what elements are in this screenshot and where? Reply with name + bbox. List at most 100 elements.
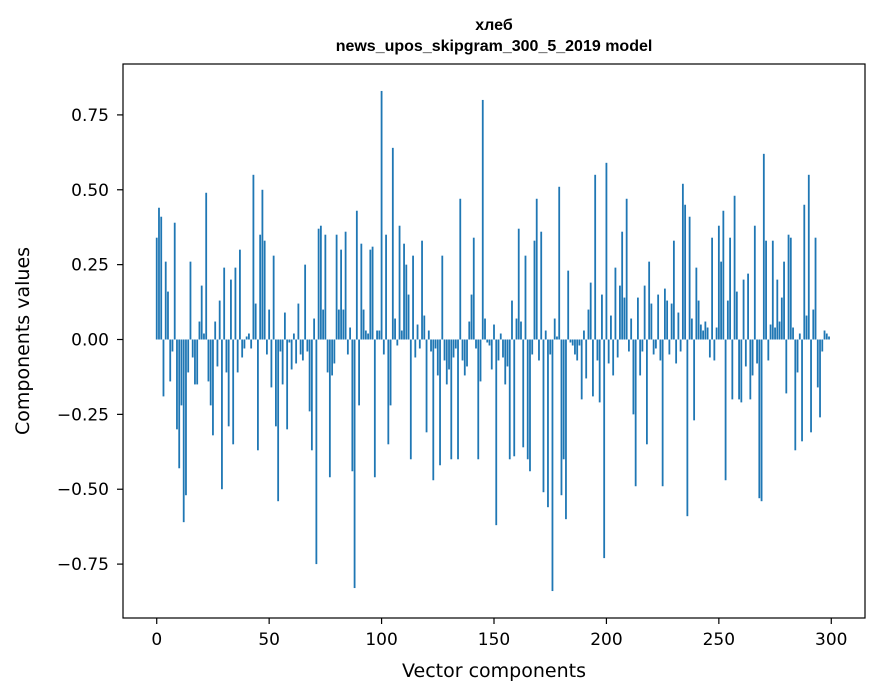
bar [659,339,662,361]
bar [661,339,664,487]
bar [427,330,430,340]
bar [448,339,450,370]
bar [180,339,183,406]
bar [765,240,767,340]
bar [389,339,392,406]
bar [565,339,567,520]
bar [445,339,448,385]
bar [450,339,453,460]
y-axis-label: Components values [12,247,34,435]
bar [212,339,214,436]
bar [398,225,401,340]
bar [371,246,374,340]
bar [331,339,334,376]
bar [726,300,729,340]
bar [522,339,525,448]
bar [376,330,378,340]
bar [798,333,801,340]
bar [614,267,617,340]
bar [324,234,327,340]
bar [681,183,684,340]
bar [198,321,201,340]
bar [776,279,779,340]
bar [472,237,475,340]
bar [326,339,329,373]
bar [160,216,163,340]
bar [499,333,502,340]
x-tick-label: 0 [151,630,162,650]
bar [553,318,556,340]
bar [299,339,302,355]
y-tick-label: 0.50 [71,181,109,201]
bar [344,231,347,340]
bar [821,339,824,352]
bar [477,339,480,460]
bar [283,312,286,340]
bar [585,339,588,379]
bar [286,339,289,430]
bar [702,330,705,340]
bar [520,321,522,340]
bar [567,270,570,340]
bar [749,339,752,400]
bar [511,300,513,340]
bar [684,204,687,340]
chart-title: хлеб [475,17,513,34]
bar [407,294,410,340]
bar [452,339,455,358]
bar [753,225,756,340]
bar [538,339,540,361]
bar [556,336,558,340]
bar [304,264,307,340]
bar [461,339,464,361]
bar [619,285,621,340]
bar [596,339,599,361]
bar [628,339,630,352]
x-tick-label: 300 [815,630,847,650]
bar [605,162,608,340]
bar [486,339,489,343]
bar [632,339,635,415]
bar [403,243,405,340]
bar [654,339,657,349]
bar [182,339,185,523]
bar [693,339,696,421]
bars-group [155,90,830,592]
bar [675,339,678,364]
bar [589,282,592,340]
bar [378,330,381,340]
bar [744,339,747,367]
bar [583,330,585,340]
bar [641,339,644,352]
bar [621,231,624,340]
bar [762,153,765,340]
bar [207,339,210,382]
bar [625,198,628,340]
bar [266,339,268,355]
bar [787,234,790,340]
bar [792,327,794,340]
bar [828,336,830,340]
bar [601,294,603,340]
bar [616,339,619,358]
plot-frame [122,63,866,619]
x-axis-label: Vector components [402,660,586,682]
bar [513,339,516,457]
bar [196,339,199,385]
bar [758,339,761,499]
chart-subtitle: news_upos_skipgram_300_5_2019 model [336,38,653,55]
bar [780,297,783,340]
bar [385,234,387,340]
bar [805,315,808,340]
bar [239,249,241,340]
bar [524,255,527,340]
bar [423,315,426,340]
bar [457,339,459,460]
bar [699,324,702,340]
bar [515,318,518,340]
bar [288,339,291,343]
bar [313,318,316,340]
bar [263,240,266,340]
bar [387,339,390,445]
bar [277,339,280,502]
